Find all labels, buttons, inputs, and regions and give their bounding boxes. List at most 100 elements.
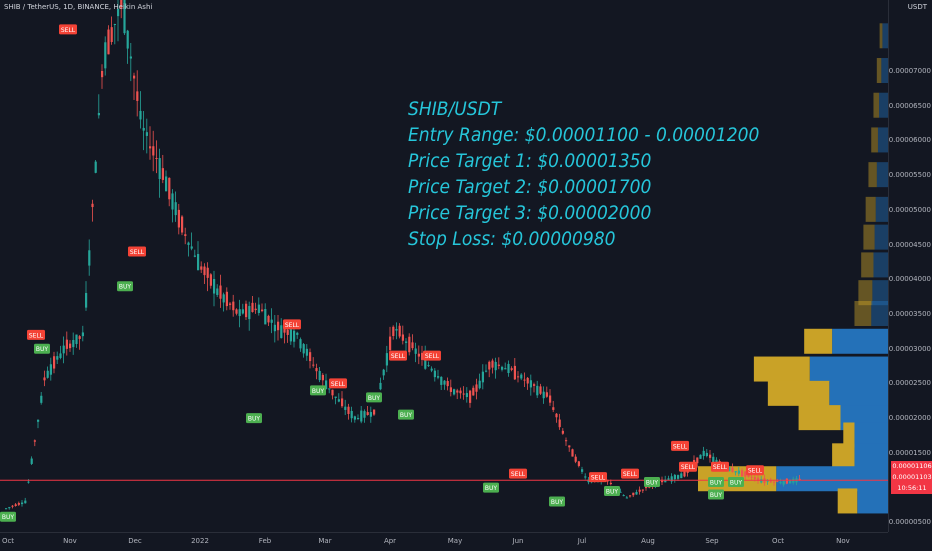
signal-label-bg bbox=[746, 465, 764, 476]
signal-label-bg bbox=[0, 511, 16, 522]
volume-profile-blue-bar bbox=[857, 488, 888, 514]
candle-body bbox=[101, 70, 104, 78]
candle-body bbox=[193, 255, 196, 257]
candle-body bbox=[385, 353, 388, 366]
signal-label-bg bbox=[509, 468, 527, 479]
time-tick-label: Dec bbox=[128, 537, 142, 545]
candle-body bbox=[712, 456, 715, 463]
candle-body bbox=[315, 368, 318, 372]
candle-body bbox=[296, 332, 299, 335]
volume-profile-blue-bar bbox=[873, 252, 888, 278]
candle-body bbox=[792, 478, 795, 483]
candle-body bbox=[177, 209, 180, 228]
price-chart[interactable]: BUY SELL BUY SELL SELL BUY BUY SELL BUY SELL BUY SE… bbox=[0, 0, 888, 532]
candle-body bbox=[120, 0, 123, 9]
volume-profile-blue-bar bbox=[874, 224, 888, 250]
signal-label-bg bbox=[621, 468, 639, 479]
sell-signal-label: SELL bbox=[27, 329, 45, 340]
candle-body bbox=[299, 339, 302, 349]
candle-body bbox=[661, 479, 664, 483]
buy-signal-label: BUY bbox=[708, 477, 724, 488]
candle-body bbox=[37, 419, 40, 422]
volume-profile-blue-bar bbox=[875, 196, 888, 222]
candle-body bbox=[446, 381, 449, 387]
sell-signal-label: SELL bbox=[621, 468, 639, 479]
candle-body bbox=[411, 342, 414, 349]
candle-body bbox=[305, 348, 308, 356]
signal-label-bg bbox=[711, 461, 729, 472]
signal-label-text: BUY bbox=[400, 412, 413, 419]
candle-body bbox=[21, 502, 24, 505]
candle-body bbox=[696, 457, 699, 464]
candle-body bbox=[78, 336, 81, 339]
signal-label-bg bbox=[329, 378, 347, 389]
sell-signal-label: SELL bbox=[423, 350, 441, 361]
time-tick-label: Oct bbox=[771, 537, 785, 545]
candle-body bbox=[344, 406, 347, 410]
volume-profile-gold-bar bbox=[863, 224, 875, 250]
candle-body bbox=[360, 410, 363, 422]
candle-body bbox=[510, 368, 513, 370]
candle-body bbox=[107, 29, 110, 55]
signal-label-text: BUY bbox=[730, 480, 743, 487]
sell-signal-label: SELL bbox=[389, 350, 407, 361]
candle-body bbox=[17, 503, 20, 505]
candle-body bbox=[757, 477, 760, 481]
chart-canvas: BUYSELLBUYSELLSELLBUYBUYSELLBUYSELLBUYSE… bbox=[0, 0, 888, 522]
candle-body bbox=[312, 364, 315, 366]
signal-label-text: SELL bbox=[285, 322, 300, 329]
candle-body bbox=[449, 387, 452, 392]
candle-body bbox=[161, 168, 164, 180]
candle-body bbox=[254, 308, 257, 311]
candle-body bbox=[424, 355, 427, 369]
candle-body bbox=[181, 216, 184, 233]
candle-body bbox=[321, 374, 324, 381]
candle-body bbox=[241, 309, 244, 314]
time-tick-label: Sep bbox=[705, 537, 719, 545]
candle-body bbox=[750, 476, 753, 478]
candle-body bbox=[165, 176, 168, 192]
signal-label-bg bbox=[27, 329, 45, 340]
candle-body bbox=[171, 193, 174, 210]
sell-signal-label: SELL bbox=[283, 319, 301, 330]
candle-body bbox=[174, 202, 177, 216]
time-axis[interactable]: Oct Nov Dec 2022 Feb Mar Apr May Jun Jul Aug Sep Oct… bbox=[0, 532, 888, 551]
candle-body bbox=[619, 491, 622, 493]
signal-label-text: SELL bbox=[61, 27, 76, 34]
candle-body bbox=[462, 393, 465, 395]
signal-label-text: SELL bbox=[29, 332, 44, 339]
time-tick-label: 2022 bbox=[191, 537, 209, 545]
candle-body bbox=[341, 398, 344, 407]
candle-body bbox=[629, 495, 632, 497]
candle-body bbox=[286, 329, 289, 335]
time-tick-label: Oct bbox=[1, 537, 15, 545]
signal-label-text: BUY bbox=[312, 388, 325, 395]
price-axis[interactable]: USDT 0.00007000 0.00006500 0.00006000 0.000… bbox=[888, 0, 932, 532]
volume-profile-blue-bar bbox=[872, 280, 888, 306]
candle-body bbox=[574, 456, 577, 462]
signal-label-bg bbox=[128, 246, 146, 257]
candle-body bbox=[56, 356, 59, 360]
candle-body bbox=[702, 450, 705, 457]
candle-body bbox=[798, 478, 801, 481]
candle-body bbox=[709, 454, 712, 458]
volume-profile-blue-bar bbox=[829, 380, 888, 406]
candle-body bbox=[53, 356, 56, 369]
volume-profile-gold-bar bbox=[868, 162, 877, 188]
candle-body bbox=[478, 380, 481, 389]
candle-body bbox=[456, 390, 459, 393]
buy-signal-label: BUY bbox=[708, 489, 724, 500]
candle-body bbox=[139, 110, 142, 120]
sell-signal-label: SELL bbox=[329, 378, 347, 389]
price-tick-label: 0.00002500 bbox=[888, 379, 931, 388]
secondary-price-tag: 0.00001103 bbox=[891, 472, 932, 483]
candle-body bbox=[513, 365, 516, 380]
time-tick-label: Jun bbox=[512, 537, 524, 545]
volume-profile-blue-bar bbox=[871, 301, 888, 327]
volume-profile-blue-bar bbox=[876, 162, 888, 188]
candle-body bbox=[584, 476, 587, 478]
candle-body bbox=[123, 0, 126, 34]
price-tick-label: 0.00006000 bbox=[888, 136, 931, 145]
volume-profile-gold-bar bbox=[798, 405, 841, 431]
candle-body bbox=[273, 324, 276, 332]
